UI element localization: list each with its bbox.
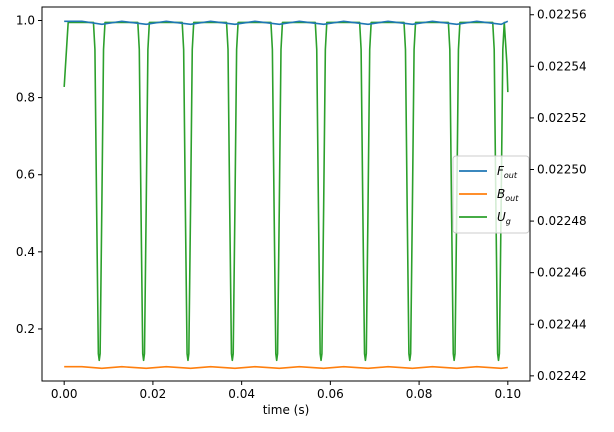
- y-axis-right: 0.02242 0.02244 0.02246 0.02248 0.02250 0.022…: [530, 8, 587, 383]
- legend-label: Ug: [497, 210, 511, 226]
- y-left-tick-label: 1.0: [16, 13, 35, 27]
- legend-label: Bout: [497, 187, 519, 203]
- y-right-tick-label: 0.02244: [537, 317, 587, 331]
- y-right-tick-label: 0.02246: [537, 266, 587, 280]
- x-axis-label: time (s): [263, 403, 310, 417]
- x-tick-label: 0.06: [317, 387, 344, 401]
- x-tick-label: 0.10: [494, 387, 521, 401]
- x-axis: 0.00 0.02 0.04 0.06 0.08 0.10: [51, 381, 521, 401]
- y-left-tick-label: 0.6: [16, 168, 35, 182]
- series-line-fout: [64, 20, 509, 26]
- y-right-tick-label: 0.02256: [537, 8, 587, 22]
- legend-box: [452, 155, 530, 234]
- y-right-tick-label: 0.02254: [537, 59, 587, 73]
- y-left-tick-label: 0.2: [16, 322, 35, 336]
- x-tick-label: 0.00: [51, 387, 78, 401]
- legend-label: Fout: [497, 164, 518, 180]
- y-right-tick-label: 0.02242: [537, 369, 587, 383]
- y-right-tick-label: 0.02252: [537, 111, 587, 125]
- series-group: [63, 20, 509, 370]
- y-left-tick-label: 0.4: [16, 245, 35, 259]
- series-line-ug: [63, 21, 509, 362]
- y-axis-left: 0.2 0.4 0.6 0.8 1.0: [16, 13, 42, 336]
- x-tick-label: 0.02: [140, 387, 167, 401]
- y-right-tick-label: 0.02248: [537, 214, 587, 228]
- series-line-bout: [64, 365, 508, 370]
- legend: Fout Bout Ug: [452, 155, 530, 234]
- axes-frame: [41, 6, 531, 382]
- x-tick-label: 0.08: [406, 387, 433, 401]
- y-right-tick-label: 0.02250: [537, 162, 587, 176]
- y-left-tick-label: 0.8: [16, 91, 35, 105]
- x-tick-label: 0.04: [228, 387, 255, 401]
